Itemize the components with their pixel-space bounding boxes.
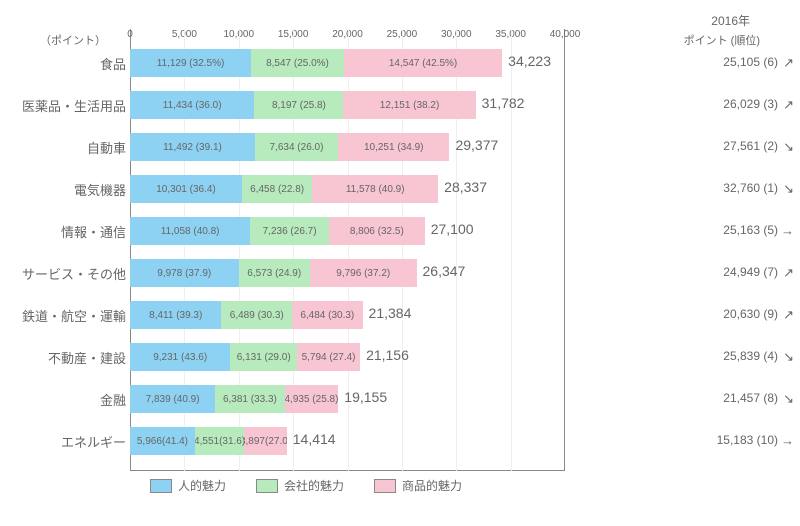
bar-segment: 10,301 (36.4) [130, 175, 242, 203]
category-label: 電気機器 [0, 180, 126, 199]
chart-row: 電気機器10,301 (36.4)6,458 (22.8)11,578 (40.… [0, 169, 800, 205]
trend-icon: ↗ [783, 265, 794, 281]
bar-segment: 9,796 (37.2) [310, 259, 417, 287]
category-label: 情報・通信 [0, 222, 126, 241]
legend-swatch [374, 479, 396, 493]
category-label: 医薬品・生活用品 [0, 96, 126, 115]
bar-segment: 8,806 (32.5) [329, 217, 425, 245]
total-label: 28,337 [444, 179, 487, 195]
prev-year-value: 25,105 (6) [723, 55, 778, 69]
bar-segment: 8,547 (25.0%) [251, 49, 344, 77]
category-label: エネルギー [0, 432, 126, 451]
bar-segment: 6,458 (22.8) [242, 175, 312, 203]
chart-row: 不動産・建設9,231 (43.6)6,131 (29.0)5,794 (27.… [0, 337, 800, 373]
category-label: 鉄道・航空・運輸 [0, 306, 126, 325]
category-label: 金融 [0, 390, 126, 409]
bar-segment: 5,794 (27.4) [297, 343, 360, 371]
trend-icon: → [781, 223, 794, 238]
legend-swatch [256, 479, 278, 493]
bar-segment: 14,547 (42.5%) [344, 49, 502, 77]
trend-icon: ↗ [783, 55, 794, 71]
trend-icon: → [781, 433, 794, 448]
bar-segment: 11,129 (32.5%) [130, 49, 251, 77]
trend-icon: ↘ [783, 181, 794, 197]
total-label: 14,414 [293, 431, 336, 447]
trend-icon: ↘ [783, 349, 794, 365]
chart-row: 医薬品・生活用品11,434 (36.0)8,197 (25.8)12,151 … [0, 85, 800, 121]
legend-item: 会社的魅力 [256, 477, 344, 494]
category-label: 食品 [0, 54, 126, 73]
bar-segment: 6,573 (24.9) [239, 259, 310, 287]
legend-label: 人的魅力 [178, 477, 226, 494]
bar-segment: 8,411 (39.3) [130, 301, 221, 329]
stacked-bar-chart: 2016年 （ポイント） ポイント (順位) 05,00010,00015,00… [0, 0, 800, 526]
bar-segment: 6,489 (30.3) [221, 301, 292, 329]
bar-segment: 3,897(27.0) [244, 427, 286, 455]
legend-item: 人的魅力 [150, 477, 226, 494]
bar-segment: 7,839 (40.9) [130, 385, 215, 413]
total-label: 31,782 [482, 95, 525, 111]
chart-row: 情報・通信11,058 (40.8)7,236 (26.7)8,806 (32.… [0, 211, 800, 247]
trend-icon: ↗ [783, 307, 794, 323]
legend-label: 会社的魅力 [284, 477, 344, 494]
header-year: 2016年 [711, 12, 750, 29]
prev-year-value: 32,760 (1) [723, 181, 778, 195]
bar-segment: 6,484 (30.3) [292, 301, 363, 329]
total-label: 26,347 [423, 263, 466, 279]
prev-year-value: 27,561 (2) [723, 139, 778, 153]
bar-segment: 11,492 (39.1) [130, 133, 255, 161]
trend-icon: ↗ [783, 97, 794, 113]
prev-year-value: 15,183 (10) [717, 433, 778, 447]
total-label: 19,155 [344, 389, 387, 405]
legend-item: 商品的魅力 [374, 477, 462, 494]
bar-segment: 4,935 (25.8) [285, 385, 339, 413]
prev-year-value: 25,839 (4) [723, 349, 778, 363]
chart-row: 自動車11,492 (39.1)7,634 (26.0)10,251 (34.9… [0, 127, 800, 163]
total-label: 27,100 [431, 221, 474, 237]
bar-segment: 11,578 (40.9) [312, 175, 438, 203]
trend-icon: ↘ [783, 391, 794, 407]
prev-year-value: 20,630 (9) [723, 307, 778, 321]
bar-segment: 6,131 (29.0) [230, 343, 297, 371]
chart-row: エネルギー5,966(41.4)4,551(31.6)3,897(27.0) 14… [0, 421, 800, 457]
bar-segment: 6,381 (33.3) [215, 385, 284, 413]
bar-segment: 9,231 (43.6) [130, 343, 230, 371]
bar-segment: 9,978 (37.9) [130, 259, 239, 287]
total-label: 21,384 [369, 305, 412, 321]
bar-segment: 11,434 (36.0) [130, 91, 254, 119]
bar-segment: 4,551(31.6) [195, 427, 244, 455]
prev-year-value: 25,163 (5) [723, 223, 778, 237]
chart-row: サービス・その他9,978 (37.9)6,573 (24.9)9,796 (3… [0, 253, 800, 289]
prev-year-value: 21,457 (8) [723, 391, 778, 405]
legend-swatch [150, 479, 172, 493]
bar-segment: 5,966(41.4) [130, 427, 195, 455]
bar-segment: 7,236 (26.7) [250, 217, 329, 245]
total-label: 34,223 [508, 53, 551, 69]
category-label: 不動産・建設 [0, 348, 126, 367]
category-label: サービス・その他 [0, 264, 126, 283]
chart-row: 金融7,839 (40.9)6,381 (33.3)4,935 (25.8) 19… [0, 379, 800, 415]
chart-row: 食品11,129 (32.5%)8,547 (25.0%)14,547 (42.… [0, 43, 800, 79]
prev-year-value: 26,029 (3) [723, 97, 778, 111]
bar-segment: 7,634 (26.0) [255, 133, 338, 161]
total-label: 21,156 [366, 347, 409, 363]
legend: 人的魅力 会社的魅力 商品的魅力 [150, 477, 462, 494]
chart-row: 鉄道・航空・運輸8,411 (39.3)6,489 (30.3)6,484 (3… [0, 295, 800, 331]
bar-segment: 8,197 (25.8) [254, 91, 343, 119]
bar-segment: 10,251 (34.9) [338, 133, 449, 161]
total-label: 29,377 [455, 137, 498, 153]
legend-label: 商品的魅力 [402, 477, 462, 494]
category-label: 自動車 [0, 138, 126, 157]
trend-icon: ↘ [783, 139, 794, 155]
bar-segment: 12,151 (38.2) [343, 91, 475, 119]
xtick: 40,000 [550, 29, 581, 40]
prev-year-value: 24,949 (7) [723, 265, 778, 279]
bar-segment: 11,058 (40.8) [130, 217, 250, 245]
xtick: 0 [127, 29, 133, 40]
